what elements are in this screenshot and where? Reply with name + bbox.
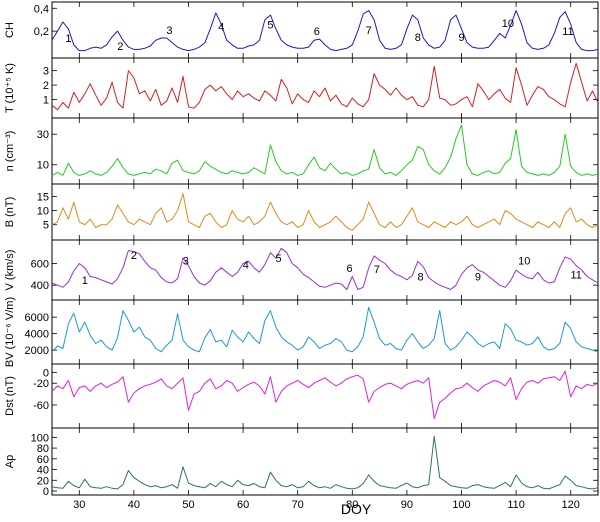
event-label: 10 (502, 18, 514, 30)
event-label: 7 (374, 264, 380, 276)
y-tick-label: 5 (43, 220, 49, 232)
y-axis-label: Dst (nT) (4, 376, 16, 416)
event-label: 3 (166, 25, 172, 37)
y-tick-label: 3 (43, 66, 49, 78)
y-axis-label: V (km/s) (4, 250, 16, 291)
event-label: 4 (243, 260, 249, 272)
y-tick-label: -20 (33, 378, 49, 390)
event-label: 3 (183, 255, 189, 267)
plot-frame (51, 1, 599, 496)
x-tick-label: 120 (562, 499, 580, 511)
series-line-ch (51, 10, 599, 52)
y-axis-label: Ap (4, 455, 16, 468)
y-tick-label: 30 (37, 129, 49, 141)
event-label: 9 (475, 272, 481, 284)
x-tick-label: 100 (452, 499, 470, 511)
y-tick-label: 80 (37, 443, 49, 455)
y-axis-label: n (cm⁻³) (4, 131, 16, 172)
y-axis-label: T (10⁺⁵ K) (4, 63, 16, 113)
event-label: 9 (458, 32, 464, 44)
event-label: 10 (518, 255, 530, 267)
x-axis: 30 40 50 60 70 80 90 100 110 120 (73, 499, 580, 511)
x-tick-label: 60 (237, 499, 249, 511)
event-label: 11 (570, 269, 581, 281)
event-label: 11 (562, 26, 573, 38)
x-tick-label: 110 (507, 499, 525, 511)
series-line-ap (51, 435, 599, 490)
panel-dst: -60 -200 Dst (nT) (4, 364, 599, 429)
event-label: 4 (218, 22, 224, 34)
y-tick-label: 10 (37, 206, 49, 218)
event-label: 6 (347, 263, 353, 275)
y-tick-label: 2000 (25, 345, 49, 357)
x-tick-label: 50 (182, 499, 194, 511)
y-tick-label: 6000 (25, 312, 49, 324)
y-tick-label: -60 (33, 400, 49, 412)
y-tick-label: 2 (43, 80, 49, 92)
event-label: 8 (417, 272, 423, 284)
panel-ch: 0,2 0,4 CH 1 2 3 4 5 6 7 8 9 10 11 (4, 2, 599, 59)
x-tick-label: 90 (401, 499, 413, 511)
y-tick-label: 20 (37, 475, 49, 487)
y-tick-label: 0,2 (34, 26, 49, 38)
event-label: 8 (415, 32, 421, 44)
series-line-bv (51, 306, 599, 353)
x-tick-label: 30 (73, 499, 85, 511)
y-axis-label: B (nT) (4, 197, 16, 228)
y-tick-label: 40 (37, 465, 49, 477)
y-tick-label: 15 (37, 191, 49, 203)
panel-temp: 1 2 3 T (10⁺⁵ K) (4, 58, 599, 119)
panel-density: 10 30 n (cm⁻³) (4, 118, 599, 185)
series-line-density (51, 124, 599, 176)
event-label: 2 (131, 250, 137, 262)
panel-bfield: 5 10 15 B (nT) (4, 184, 599, 241)
y-tick-label: 600 (31, 259, 49, 271)
event-label: 1 (65, 33, 71, 45)
x-tick-label: 40 (128, 499, 140, 511)
y-tick-label: 0 (43, 367, 49, 379)
event-label: 5 (267, 19, 273, 31)
x-tick-label: 70 (292, 499, 304, 511)
x-tick-label: 80 (346, 499, 358, 511)
series-line-temp (51, 62, 599, 111)
y-tick-label: 60 (37, 454, 49, 466)
panel-bv: 2000 4000 6000 BV (10⁻⁶ V/m) (4, 297, 599, 367)
y-tick-label: 10 (37, 160, 49, 172)
y-axis-label: BV (10⁻⁶ V/m) (4, 297, 16, 367)
y-tick-label: 0 (43, 486, 49, 498)
event-label: 7 (366, 25, 372, 37)
y-tick-label: 4000 (25, 329, 49, 341)
y-tick-label: 100 (31, 432, 49, 444)
y-axis-label: CH (4, 22, 16, 38)
y-tick-label: 1 (43, 95, 49, 107)
y-tick-label: 400 (31, 280, 49, 292)
event-label: 2 (117, 41, 123, 53)
series-line-dst (51, 370, 599, 420)
x-axis-label: DOY (341, 501, 372, 517)
event-label: 6 (314, 26, 320, 38)
y-tick-label: 0,4 (34, 3, 49, 15)
event-label: 5 (276, 253, 282, 265)
event-label: 1 (82, 275, 88, 287)
panel-velocity: 400 600 V (km/s) 1 2 3 4 5 6 7 8 9 10 11 (4, 240, 599, 301)
series-line-bfield (51, 193, 599, 231)
series-line-velocity (51, 247, 599, 290)
